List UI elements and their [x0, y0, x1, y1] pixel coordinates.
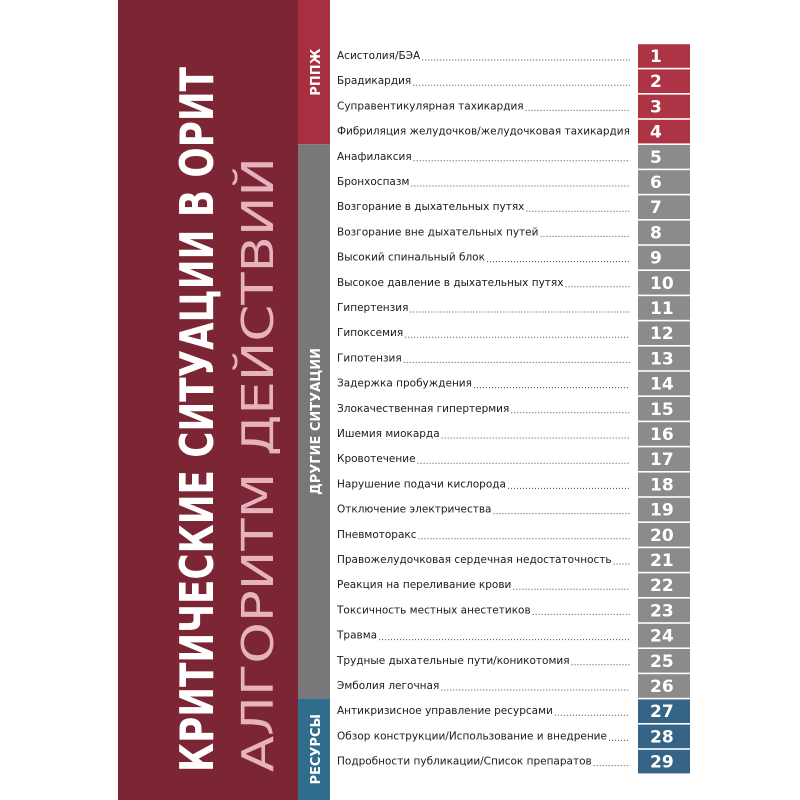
- page-number: 19: [650, 501, 674, 521]
- section-band: [298, 0, 330, 145]
- tab: [638, 119, 690, 144]
- tab: [638, 195, 690, 219]
- page-number: 1: [650, 47, 662, 67]
- entry-title: Ишемия миокарда: [337, 428, 440, 440]
- page-number: 14: [650, 375, 674, 395]
- title-panel: [118, 0, 298, 800]
- tab: [638, 371, 690, 396]
- page-number: 8: [650, 223, 662, 243]
- tab: [638, 623, 690, 648]
- page-number: 25: [650, 652, 674, 672]
- tab: [638, 346, 690, 371]
- page-number: 11: [650, 299, 674, 319]
- entry-title: Высокий спинальный блок: [337, 252, 485, 264]
- cover-subtitle: АЛГОРИТМ ДЕЙСТВИЙ: [231, 157, 284, 772]
- tab: [638, 170, 690, 194]
- tab: [638, 497, 690, 522]
- page-number: 5: [650, 148, 662, 168]
- page-number: 17: [650, 450, 674, 470]
- tab: [638, 548, 690, 572]
- tab: [638, 422, 690, 446]
- tab: [638, 271, 690, 295]
- tab: [638, 472, 690, 497]
- section-band: [298, 144, 330, 699]
- entry-title: Токсичность местных анестетиков: [336, 604, 531, 616]
- page-number: 3: [650, 97, 662, 117]
- entry-title: Высокое давление в дыхательных путях: [337, 277, 563, 289]
- tab: [638, 220, 690, 245]
- page-number: 27: [650, 702, 674, 722]
- tab: [638, 145, 690, 169]
- entry-title: Гипотензия: [337, 352, 402, 364]
- page-number: 23: [650, 601, 674, 621]
- section-label: ДРУГИЕ СИТУАЦИИ: [309, 348, 324, 495]
- tab: [638, 598, 690, 623]
- entry-title: Брадикардия: [337, 75, 411, 87]
- tab: [638, 321, 690, 345]
- page-number: 10: [650, 274, 674, 294]
- page-number: 18: [650, 475, 674, 495]
- tab: [638, 447, 690, 471]
- page-number: 6: [650, 173, 662, 193]
- entry-title: Эмболия легочная: [337, 680, 439, 692]
- page-number: 7: [650, 198, 662, 218]
- tab: [638, 649, 690, 673]
- cover-title: КРИТИЧЕСКИЕ СИТУАЦИИ В ОРИТ: [170, 67, 224, 772]
- tab: [638, 523, 690, 547]
- page-number: 20: [650, 526, 674, 546]
- entry-title: Антикризисное управление ресурсами: [337, 705, 553, 717]
- entry-title: Возгорание в дыхательных путях: [337, 201, 524, 213]
- tab: [638, 94, 690, 119]
- entry-title: Травма: [336, 630, 377, 642]
- tab: [638, 724, 690, 749]
- entry-title: Задержка пробуждения: [337, 378, 472, 390]
- tab: [638, 69, 690, 93]
- entry-title: Подробности публикации/Список препаратов: [337, 756, 592, 768]
- entry-title: Отключение электричества: [337, 504, 491, 516]
- entry-title: Асистолия/БЭА: [337, 50, 421, 62]
- tab: [638, 573, 690, 597]
- page-number: 13: [650, 349, 674, 369]
- entry-title: Злокачественная гипертермия: [337, 403, 509, 415]
- page-number: 2: [650, 72, 662, 92]
- entry-title: Фибриляция желудочков/желудочковая тахик…: [337, 126, 630, 138]
- tab: [638, 245, 690, 270]
- page-number: 4: [650, 123, 662, 143]
- page-number: 24: [650, 627, 674, 647]
- tab: [638, 674, 690, 698]
- entry-title: Нарушение подачи кислорода: [337, 478, 506, 490]
- entry-title: Гипертензия: [337, 302, 408, 314]
- tab: [638, 397, 690, 421]
- page-number: 16: [650, 425, 674, 445]
- entry-title: Возгорание вне дыхательных путей: [337, 226, 538, 238]
- page-number: 21: [650, 551, 674, 571]
- page-number: 28: [650, 727, 674, 747]
- page-number: 29: [650, 753, 674, 773]
- tab: [638, 699, 690, 723]
- section-label: РППЖ: [309, 48, 324, 95]
- entry-title: Пневмоторакс: [337, 529, 417, 541]
- entry-title: Бронхоспазм: [337, 176, 409, 188]
- contents: 1 Асистолия/БЭА 2 Брадикардия 3 Суправентикул…: [298, 0, 690, 800]
- section-band: [298, 698, 330, 800]
- page-number: 26: [650, 677, 674, 697]
- page-number: 12: [650, 324, 674, 344]
- page-number: 22: [650, 576, 674, 596]
- tab: [638, 44, 690, 68]
- section-label: РЕСУРСЫ: [309, 714, 324, 785]
- entry-title: Суправентикулярная тахикардия: [337, 100, 524, 112]
- entry-title: Правожелудочковая сердечная недостаточно…: [337, 554, 612, 566]
- entry-title: Обзор конструкции/Использование и внедре…: [337, 730, 607, 742]
- page-number: 15: [650, 400, 674, 420]
- tab: [638, 749, 690, 774]
- entry-title: Анафилаксия: [337, 151, 412, 163]
- tab: [638, 296, 690, 320]
- page-number: 9: [650, 249, 662, 269]
- entry-title: Реакция на переливание крови: [337, 579, 511, 591]
- entry-title: Трудные дыхательные пути/коникотомия: [336, 655, 570, 667]
- entry-title: Гипоксемия: [337, 327, 403, 339]
- entry-title: Кровотечение: [337, 453, 416, 465]
